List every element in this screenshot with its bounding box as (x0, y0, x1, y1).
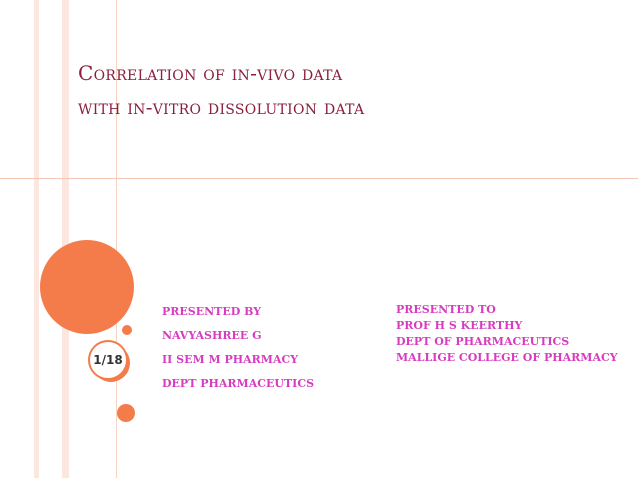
presenter-semester: II SEM M PHARMACY (162, 353, 299, 366)
slide-title: Correlation of in-vivo data with in-vitr… (78, 56, 618, 124)
recipient-department: DEPT OF PHARMACEUTICS (396, 335, 570, 348)
presented-by-block: PRESENTED BY NAVYASHREE G II SEM M PHARM… (162, 300, 314, 396)
decorative-stripe (34, 0, 39, 478)
recipient-name: PROF H S KEERTHY (396, 319, 523, 332)
slide-number-badge: 1/18 (88, 340, 128, 380)
presenter-department: DEPT PHARMACEUTICS (162, 377, 315, 390)
presented-to-block: PRESENTED TO PROF H S KEERTHY DEPT OF PH… (396, 302, 618, 366)
decorative-stripe (62, 0, 69, 478)
decorative-circle-large (40, 240, 134, 334)
recipient-college: MALLIGE COLLEGE OF PHARMACY (396, 351, 618, 364)
decorative-divider (0, 178, 638, 179)
presenter-name: NAVYASHREE G (162, 329, 262, 342)
slide-title-line-1: Correlation of in-vivo data (78, 61, 343, 85)
decorative-circle-small (117, 404, 135, 422)
presented-to-heading: PRESENTED TO (396, 303, 496, 316)
presented-by-heading: PRESENTED BY (162, 305, 262, 318)
slide-number: 1/18 (93, 353, 123, 367)
slide-title-line-2: with in-vitro dissolution data (78, 95, 365, 119)
decorative-stripe (116, 0, 117, 478)
decorative-circle-small (122, 325, 132, 335)
